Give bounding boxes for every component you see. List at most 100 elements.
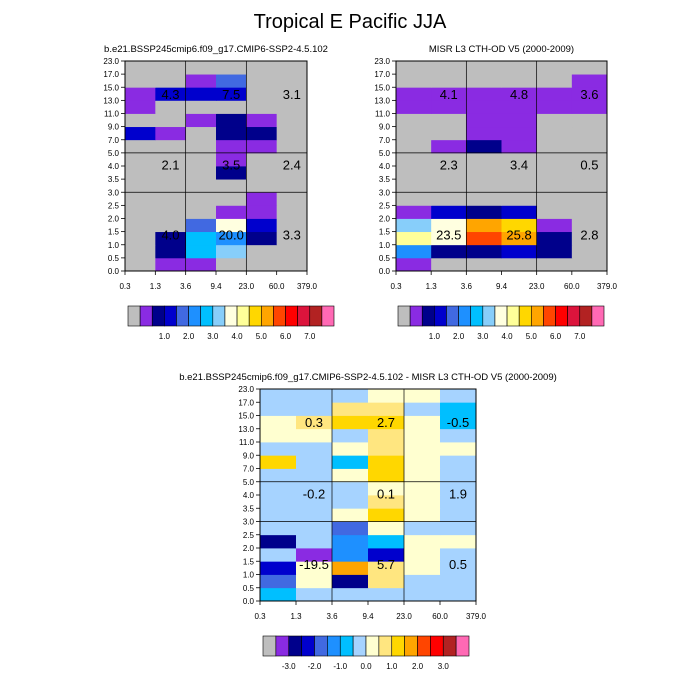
heatmap-cell — [501, 61, 538, 75]
heatmap-cell — [296, 468, 333, 483]
colorbar-swatch — [200, 305, 214, 327]
y-tick-label: 23.0 — [238, 385, 254, 394]
colorbar-swatch — [285, 305, 298, 327]
heatmap-cell — [431, 113, 467, 128]
heatmap-cell — [276, 87, 308, 101]
y-tick-label: 2.5 — [108, 201, 120, 210]
heatmap-cell — [466, 113, 502, 128]
heatmap-cell — [431, 244, 467, 259]
heatmap-cell — [185, 218, 217, 233]
heatmap-cell — [185, 74, 217, 88]
colorbar-label: 1.0 — [159, 332, 171, 341]
y-tick-label: 5.0 — [243, 478, 255, 487]
heatmap-cell — [368, 442, 405, 456]
heatmap-cell — [501, 100, 538, 114]
y-tick-label: 11.0 — [375, 110, 391, 119]
heatmap-cell — [332, 508, 369, 522]
colorbar-label: -1.0 — [333, 662, 347, 671]
y-tick-label: 11.0 — [104, 110, 120, 119]
heatmap-cell — [404, 442, 441, 456]
heatmap-cell — [332, 495, 369, 509]
y-tick-label: 15.0 — [238, 412, 254, 421]
colorbar-label: 5.0 — [256, 332, 268, 341]
heatmap-cell — [440, 402, 477, 416]
heatmap-cell — [276, 139, 308, 154]
heatmap-cell — [536, 218, 573, 233]
heatmap-cell — [571, 139, 608, 154]
heatmap-cell — [216, 100, 247, 114]
heatmap-cell — [260, 574, 297, 589]
heatmap-cell — [125, 257, 156, 272]
colorbar-label: 6.0 — [550, 332, 562, 341]
colorbar-swatch — [391, 635, 405, 657]
heatmap-cell — [404, 508, 441, 522]
heatmap-cell — [404, 534, 441, 549]
heatmap-cell — [332, 574, 369, 589]
heatmap-cell — [246, 61, 278, 75]
colorbar-label: 1.0 — [429, 332, 441, 341]
heatmap-cell — [276, 74, 308, 88]
colorbar-swatch — [518, 305, 532, 327]
heatmap-cell — [501, 74, 538, 88]
y-tick-label: 3.5 — [108, 175, 120, 184]
heatmap-cell — [216, 205, 247, 219]
heatmap-cell — [296, 495, 333, 509]
heatmap-cell — [396, 231, 432, 246]
colorbar-swatch — [591, 305, 605, 327]
region-value-label: 2.8 — [580, 227, 598, 242]
heatmap-cell — [536, 231, 573, 246]
y-tick-label: 11.0 — [239, 438, 255, 447]
heatmap-cell — [368, 468, 405, 483]
y-tick-label: 3.0 — [243, 518, 255, 527]
heatmap-cell — [332, 534, 369, 549]
region-value-label: 0.3 — [305, 415, 323, 430]
region-value-label: -0.5 — [447, 415, 469, 430]
region-value-label: 1.9 — [449, 487, 467, 502]
y-tick-label: 2.5 — [379, 201, 391, 210]
y-tick-label: 3.5 — [243, 504, 255, 513]
y-tick-label: 17.0 — [374, 70, 390, 79]
heatmap-cell — [431, 179, 467, 193]
heatmap-cell — [404, 402, 441, 416]
y-tick-label: 4.0 — [379, 162, 391, 171]
heatmap-cell — [216, 231, 247, 246]
y-tick-label: 7.0 — [379, 136, 391, 145]
x-tick-label: 23.0 — [529, 282, 545, 291]
heatmap-cell — [501, 126, 538, 141]
heatmap-cell — [155, 192, 187, 206]
heatmap-cell — [260, 561, 297, 575]
heatmap-cell — [216, 139, 247, 154]
region-value-label: 7.5 — [222, 87, 240, 102]
y-tick-label: 3.5 — [379, 175, 391, 184]
heatmap-cell — [368, 508, 405, 522]
heatmap-cell — [396, 126, 432, 141]
heatmap-cell — [404, 587, 441, 602]
heatmap-cell — [185, 113, 217, 128]
colorbar-swatch — [327, 635, 341, 657]
plots-layer: b.e21.BSSP245cmip6.f09_g17.CMIP6-SSP2-4.… — [103, 44, 617, 671]
heatmap-cell — [216, 113, 247, 128]
colorbar-swatch — [430, 635, 444, 657]
heatmap-cell — [296, 521, 333, 536]
y-tick-label: 15.0 — [103, 83, 119, 92]
heatmap-cell — [332, 415, 369, 430]
heatmap-cell — [296, 548, 333, 562]
heatmap-cell — [246, 152, 278, 167]
colorbar-swatch — [455, 635, 470, 657]
colorbar-label: 3.0 — [207, 332, 219, 341]
heatmap-cell — [332, 587, 369, 602]
heatmap-cell — [440, 521, 477, 536]
heatmap-cell — [431, 87, 467, 101]
heatmap-cell — [332, 548, 369, 562]
heatmap-cell — [332, 455, 369, 469]
heatmap-cell — [501, 244, 538, 259]
heatmap-cell — [536, 166, 573, 180]
heatmap-cell — [431, 61, 467, 75]
heatmap-cell — [501, 192, 538, 206]
colorbar-swatch — [421, 305, 435, 327]
heatmap-cell — [571, 179, 608, 193]
colorbar-swatch — [176, 305, 189, 327]
x-tick-label: 1.3 — [290, 612, 302, 621]
heatmap-cell — [260, 508, 297, 522]
heatmap-cell — [368, 534, 405, 549]
